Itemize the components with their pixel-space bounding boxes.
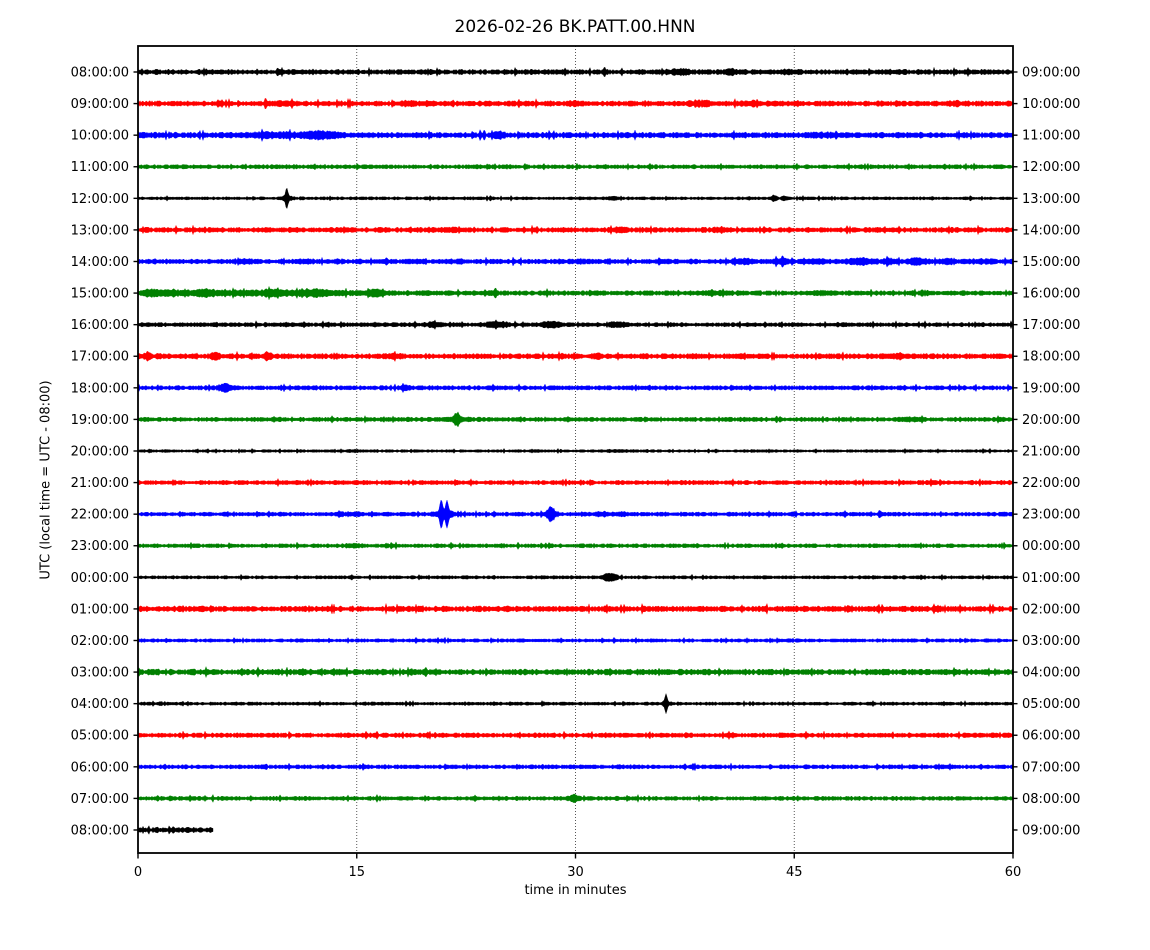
utc-time-label-13: 21:00:00 xyxy=(71,476,129,491)
local-time-label-0: 09:00:00 xyxy=(1022,66,1080,81)
row-ticks-and-labels xyxy=(133,71,1018,831)
local-time-label-5: 14:00:00 xyxy=(1022,223,1080,238)
x-tick-label-45: 45 xyxy=(786,865,803,880)
local-time-label-20: 05:00:00 xyxy=(1022,697,1080,712)
x-tick-label-60: 60 xyxy=(1005,865,1022,880)
utc-time-label-4: 12:00:00 xyxy=(71,192,129,207)
utc-time-label-3: 11:00:00 xyxy=(71,160,129,175)
utc-time-label-18: 02:00:00 xyxy=(71,634,129,649)
utc-time-label-20: 04:00:00 xyxy=(71,697,129,712)
utc-time-label-14: 22:00:00 xyxy=(71,508,129,523)
trace-row-07:00 xyxy=(137,793,1014,804)
utc-time-label-21: 05:00:00 xyxy=(71,729,129,744)
trace-row-23:00 xyxy=(137,541,1014,551)
local-time-label-24: 09:00:00 xyxy=(1022,823,1080,838)
local-time-label-22: 07:00:00 xyxy=(1022,760,1080,775)
trace-row-01:00 xyxy=(137,602,1014,616)
local-time-label-7: 16:00:00 xyxy=(1022,287,1080,302)
gridlines xyxy=(356,46,795,853)
utc-time-label-7: 15:00:00 xyxy=(71,287,129,302)
x-axis-ticks xyxy=(137,853,1014,859)
local-time-label-13: 22:00:00 xyxy=(1022,476,1080,491)
local-time-label-2: 11:00:00 xyxy=(1022,129,1080,144)
local-time-label-16: 01:00:00 xyxy=(1022,571,1080,586)
trace-row-05:00 xyxy=(137,730,1014,741)
utc-time-label-1: 09:00:00 xyxy=(71,97,129,112)
plot-title: 2026-02-26 BK.PATT.00.HNN xyxy=(454,17,696,37)
local-time-label-10: 19:00:00 xyxy=(1022,381,1080,396)
local-time-label-17: 02:00:00 xyxy=(1022,602,1080,617)
trace-row-03:00 xyxy=(137,666,1014,679)
trace-row-21:00 xyxy=(137,477,1014,488)
utc-time-label-15: 23:00:00 xyxy=(71,539,129,554)
utc-time-label-11: 19:00:00 xyxy=(71,413,129,428)
trace-row-22:00 xyxy=(137,499,1014,529)
local-time-label-15: 00:00:00 xyxy=(1022,539,1080,554)
local-time-label-1: 10:00:00 xyxy=(1022,97,1080,112)
local-time-label-3: 12:00:00 xyxy=(1022,160,1080,175)
utc-time-label-10: 18:00:00 xyxy=(71,381,129,396)
local-time-label-4: 13:00:00 xyxy=(1022,192,1080,207)
local-time-label-9: 18:00:00 xyxy=(1022,350,1080,365)
utc-time-label-24: 08:00:00 xyxy=(71,823,129,838)
utc-time-label-19: 03:00:00 xyxy=(71,666,129,681)
trace-row-20:00 xyxy=(137,447,1014,455)
trace-row-08:00 xyxy=(137,825,214,835)
local-time-label-6: 15:00:00 xyxy=(1022,255,1080,270)
local-time-label-14: 23:00:00 xyxy=(1022,508,1080,523)
local-time-label-12: 21:00:00 xyxy=(1022,444,1080,459)
x-axis-label: time in minutes xyxy=(524,883,627,898)
trace-row-09:00 xyxy=(137,97,1014,110)
trace-row-15:00 xyxy=(137,285,1014,301)
trace-row-02:00 xyxy=(137,636,1014,645)
utc-time-label-6: 14:00:00 xyxy=(71,255,129,270)
x-tick-label-0: 0 xyxy=(134,865,142,880)
local-time-label-18: 03:00:00 xyxy=(1022,634,1080,649)
local-time-label-11: 20:00:00 xyxy=(1022,413,1080,428)
trace-row-08:00 xyxy=(137,66,1014,78)
utc-time-label-8: 16:00:00 xyxy=(71,318,129,333)
utc-time-label-17: 01:00:00 xyxy=(71,602,129,617)
utc-time-label-16: 00:00:00 xyxy=(71,571,129,586)
x-tick-label-30: 30 xyxy=(567,865,584,880)
utc-time-label-5: 13:00:00 xyxy=(71,223,129,238)
utc-time-label-12: 20:00:00 xyxy=(71,444,129,459)
trace-row-04:00 xyxy=(137,692,1014,715)
x-tick-label-15: 15 xyxy=(348,865,365,880)
utc-time-label-23: 07:00:00 xyxy=(71,792,129,807)
utc-time-label-2: 10:00:00 xyxy=(71,129,129,144)
local-time-label-19: 04:00:00 xyxy=(1022,666,1080,681)
trace-rows xyxy=(137,66,1014,835)
utc-time-label-9: 17:00:00 xyxy=(71,350,129,365)
utc-time-label-0: 08:00:00 xyxy=(71,66,129,81)
utc-time-label-22: 06:00:00 xyxy=(71,760,129,775)
local-time-label-23: 08:00:00 xyxy=(1022,792,1080,807)
local-time-label-8: 17:00:00 xyxy=(1022,318,1080,333)
local-time-label-21: 06:00:00 xyxy=(1022,729,1080,744)
